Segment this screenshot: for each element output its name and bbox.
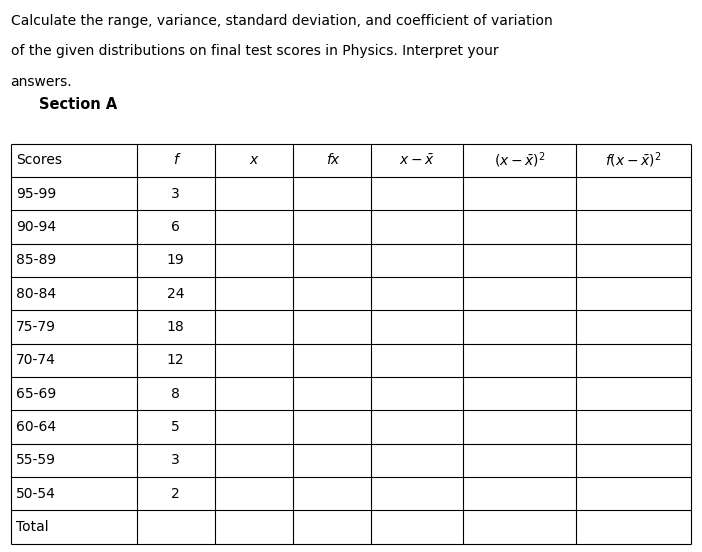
Text: 75-79: 75-79	[16, 320, 56, 334]
Text: 8: 8	[171, 386, 180, 401]
Text: 70-74: 70-74	[16, 353, 56, 367]
Text: 3: 3	[171, 453, 180, 468]
Text: answers.: answers.	[11, 75, 72, 88]
Text: 5: 5	[171, 420, 180, 434]
Text: Total: Total	[16, 520, 48, 534]
Text: 85-89: 85-89	[16, 253, 56, 267]
Text: f: f	[173, 153, 178, 167]
Text: 12: 12	[167, 353, 185, 367]
Text: 55-59: 55-59	[16, 453, 56, 468]
Text: $(x - \bar{x})^2$: $(x - \bar{x})^2$	[494, 150, 545, 170]
Text: 2: 2	[171, 487, 180, 501]
Text: fx: fx	[326, 153, 339, 167]
Text: x: x	[250, 153, 258, 167]
Text: Section A: Section A	[39, 97, 117, 112]
Text: 3: 3	[171, 187, 180, 200]
Text: Calculate the range, variance, standard deviation, and coefficient of variation: Calculate the range, variance, standard …	[11, 14, 552, 28]
Text: 90-94: 90-94	[16, 220, 56, 234]
Text: $f(x - \bar{x})^2$: $f(x - \bar{x})^2$	[605, 150, 662, 170]
Text: 6: 6	[171, 220, 180, 234]
Text: 18: 18	[167, 320, 185, 334]
Text: 65-69: 65-69	[16, 386, 56, 401]
Text: Scores: Scores	[16, 153, 62, 167]
Text: 60-64: 60-64	[16, 420, 56, 434]
Text: 24: 24	[167, 286, 185, 301]
Text: 95-99: 95-99	[16, 187, 56, 200]
Text: 19: 19	[167, 253, 185, 267]
Text: 80-84: 80-84	[16, 286, 56, 301]
Text: of the given distributions on final test scores in Physics. Interpret your: of the given distributions on final test…	[11, 44, 498, 58]
Text: 50-54: 50-54	[16, 487, 56, 501]
Text: $x - \bar{x}$: $x - \bar{x}$	[399, 153, 435, 168]
